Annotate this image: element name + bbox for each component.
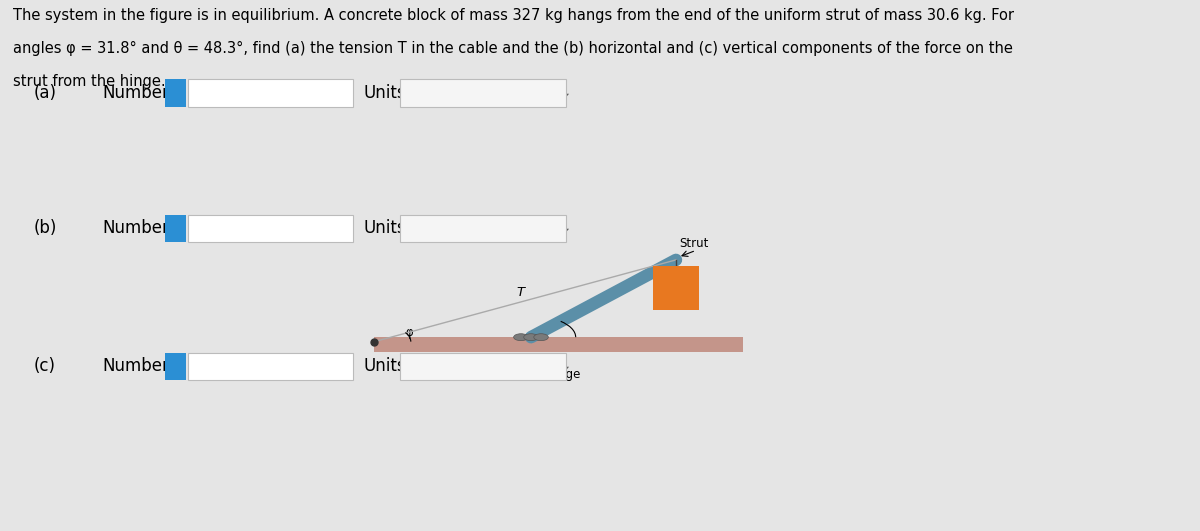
Text: i: i <box>173 87 178 99</box>
Text: i: i <box>173 222 178 235</box>
Text: Strut: Strut <box>679 237 709 250</box>
Bar <box>187 79 353 107</box>
Text: θ: θ <box>566 311 574 324</box>
Bar <box>374 337 743 352</box>
Bar <box>400 215 565 242</box>
Bar <box>400 79 565 107</box>
Bar <box>187 215 353 242</box>
Text: strut from the hinge.: strut from the hinge. <box>13 74 166 89</box>
Text: ⌄: ⌄ <box>559 86 570 100</box>
Text: Units: Units <box>364 84 406 102</box>
Bar <box>400 353 565 380</box>
Text: Hinge: Hinge <box>547 368 581 381</box>
Text: angles φ = 31.8° and θ = 48.3°, find (a) the tension T in the cable and the (b) : angles φ = 31.8° and θ = 48.3°, find (a)… <box>13 41 1013 56</box>
Text: The system in the figure is in equilibrium. A concrete block of mass 327 kg hang: The system in the figure is in equilibri… <box>13 8 1014 23</box>
Bar <box>166 79 186 107</box>
Circle shape <box>534 334 548 341</box>
Text: (b): (b) <box>34 219 56 237</box>
Text: Number: Number <box>103 84 169 102</box>
Text: ⌄: ⌄ <box>559 359 570 373</box>
Bar <box>653 266 700 310</box>
Text: T: T <box>516 286 524 299</box>
Bar <box>166 215 186 242</box>
Text: Number: Number <box>103 219 169 237</box>
Text: i: i <box>173 360 178 373</box>
Text: Number: Number <box>103 357 169 375</box>
Text: φ: φ <box>406 327 414 339</box>
Text: Units: Units <box>364 357 406 375</box>
Bar <box>187 353 353 380</box>
Text: (c): (c) <box>34 357 55 375</box>
Bar <box>166 353 186 380</box>
Text: ⌄: ⌄ <box>559 221 570 235</box>
Text: Units: Units <box>364 219 406 237</box>
Circle shape <box>523 334 539 341</box>
Text: (a): (a) <box>34 84 56 102</box>
Circle shape <box>514 334 528 341</box>
